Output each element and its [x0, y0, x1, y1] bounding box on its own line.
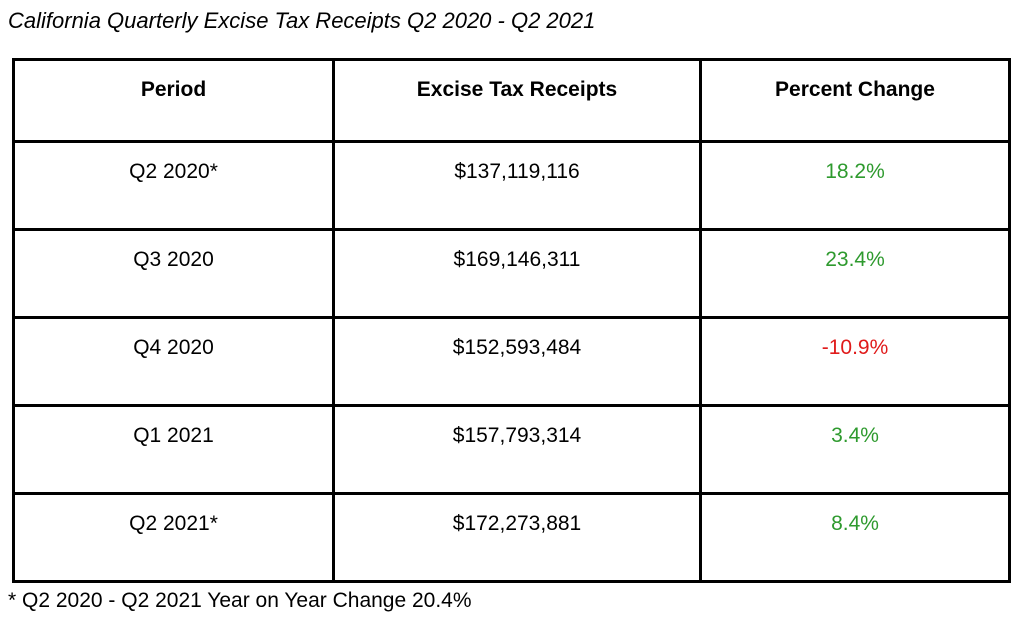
cell-receipts: $169,146,311: [332, 228, 702, 319]
cell-percent-change: 18.2%: [699, 140, 1011, 231]
footnote: * Q2 2020 - Q2 2021 Year on Year Change …: [8, 589, 472, 612]
cell-period: Q3 2020: [12, 228, 335, 319]
header-period: Period: [12, 58, 335, 143]
excise-tax-table: Period Excise Tax Receipts Percent Chang…: [12, 58, 1011, 583]
cell-percent-change: -10.9%: [699, 316, 1011, 407]
cell-receipts: $157,793,314: [332, 404, 702, 495]
cell-receipts: $152,593,484: [332, 316, 702, 407]
cell-period: Q2 2021*: [12, 492, 335, 583]
table-row: Q1 2021 $157,793,314 3.4%: [12, 404, 1011, 495]
cell-period: Q2 2020*: [12, 140, 335, 231]
document-title: California Quarterly Excise Tax Receipts…: [8, 8, 596, 33]
table-row: Q2 2021* $172,273,881 8.4%: [12, 492, 1011, 583]
cell-percent-change: 3.4%: [699, 404, 1011, 495]
cell-receipts: $172,273,881: [332, 492, 702, 583]
table-row: Q4 2020 $152,593,484 -10.9%: [12, 316, 1011, 407]
cell-period: Q4 2020: [12, 316, 335, 407]
header-percent-change: Percent Change: [699, 58, 1011, 143]
table-row: Q2 2020* $137,119,116 18.2%: [12, 140, 1011, 231]
cell-percent-change: 23.4%: [699, 228, 1011, 319]
table-header-row: Period Excise Tax Receipts Percent Chang…: [12, 58, 1011, 143]
table-row: Q3 2020 $169,146,311 23.4%: [12, 228, 1011, 319]
cell-percent-change: 8.4%: [699, 492, 1011, 583]
cell-receipts: $137,119,116: [332, 140, 702, 231]
header-excise-tax-receipts: Excise Tax Receipts: [332, 58, 702, 143]
cell-period: Q1 2021: [12, 404, 335, 495]
